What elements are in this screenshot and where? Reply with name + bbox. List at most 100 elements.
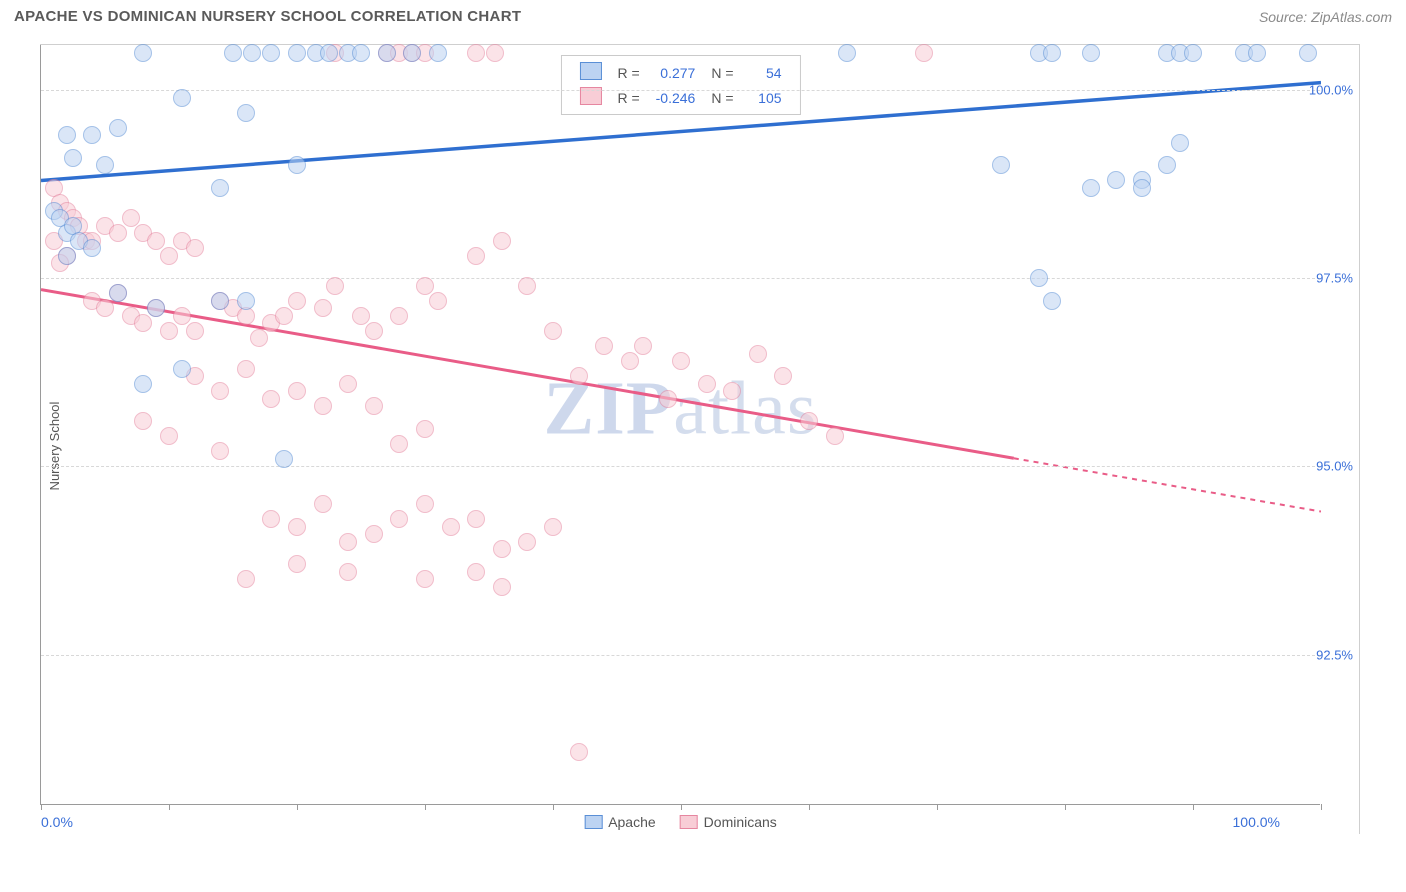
- point-dominicans: [544, 518, 562, 536]
- point-dominicans: [339, 533, 357, 551]
- point-apache: [237, 292, 255, 310]
- point-dominicans: [774, 367, 792, 385]
- point-dominicans: [416, 495, 434, 513]
- point-apache: [243, 44, 261, 62]
- point-dominicans: [160, 247, 178, 265]
- point-apache: [1043, 292, 1061, 310]
- point-dominicans: [621, 352, 639, 370]
- x-tick: [297, 804, 298, 810]
- point-dominicans: [365, 397, 383, 415]
- point-dominicans: [826, 427, 844, 445]
- legend-label: Dominicans: [704, 814, 777, 830]
- point-apache: [237, 104, 255, 122]
- y-tick-label: 92.5%: [1316, 647, 1353, 662]
- point-dominicans: [314, 397, 332, 415]
- chart-title: APACHE VS DOMINICAN NURSERY SCHOOL CORRE…: [14, 8, 521, 25]
- point-apache: [288, 44, 306, 62]
- x-tick: [553, 804, 554, 810]
- point-dominicans: [570, 743, 588, 761]
- point-dominicans: [723, 382, 741, 400]
- point-dominicans: [109, 224, 127, 242]
- point-dominicans: [365, 322, 383, 340]
- point-apache: [992, 156, 1010, 174]
- x-tick: [681, 804, 682, 810]
- point-apache: [1082, 179, 1100, 197]
- x-tick: [1193, 804, 1194, 810]
- point-dominicans: [467, 247, 485, 265]
- point-dominicans: [288, 292, 306, 310]
- legend-swatch-icon: [680, 815, 698, 829]
- legend-item-apache: Apache: [584, 814, 655, 830]
- point-dominicans: [186, 322, 204, 340]
- point-dominicans: [416, 277, 434, 295]
- point-apache: [58, 247, 76, 265]
- y-tick-label: 95.0%: [1316, 459, 1353, 474]
- point-apache: [58, 126, 76, 144]
- point-dominicans: [915, 44, 933, 62]
- point-dominicans: [390, 510, 408, 528]
- point-dominicans: [429, 292, 447, 310]
- point-dominicans: [486, 44, 504, 62]
- point-dominicans: [390, 435, 408, 453]
- point-apache: [1158, 156, 1176, 174]
- point-dominicans: [634, 337, 652, 355]
- point-dominicans: [314, 495, 332, 513]
- point-dominicans: [160, 322, 178, 340]
- point-apache: [352, 44, 370, 62]
- point-apache: [320, 44, 338, 62]
- y-tick-label: 97.5%: [1316, 271, 1353, 286]
- point-apache: [838, 44, 856, 62]
- legend-row: R =0.277N =54: [571, 60, 789, 85]
- trend-lines: [41, 45, 1321, 805]
- point-apache: [224, 44, 242, 62]
- point-dominicans: [122, 209, 140, 227]
- point-dominicans: [544, 322, 562, 340]
- legend-r-value: -0.246: [648, 85, 704, 110]
- point-dominicans: [698, 375, 716, 393]
- chart-area: ZIPatlas R =0.277N =54R =-0.246N =105 Ap…: [40, 44, 1360, 834]
- point-apache: [1030, 269, 1048, 287]
- point-dominicans: [326, 277, 344, 295]
- point-apache: [1171, 134, 1189, 152]
- point-apache: [83, 239, 101, 257]
- point-dominicans: [659, 390, 677, 408]
- point-dominicans: [134, 314, 152, 332]
- point-apache: [64, 149, 82, 167]
- point-dominicans: [262, 510, 280, 528]
- legend-r-label: R =: [609, 60, 647, 85]
- legend-series: Apache Dominicans: [584, 814, 777, 830]
- point-dominicans: [390, 307, 408, 325]
- point-apache: [211, 179, 229, 197]
- point-dominicans: [288, 382, 306, 400]
- legend-r-value: 0.277: [648, 60, 704, 85]
- point-dominicans: [339, 563, 357, 581]
- y-tick-label: 100.0%: [1309, 83, 1353, 98]
- point-dominicans: [237, 360, 255, 378]
- point-dominicans: [352, 307, 370, 325]
- point-dominicans: [314, 299, 332, 317]
- point-dominicans: [416, 420, 434, 438]
- point-dominicans: [275, 307, 293, 325]
- x-tick: [1321, 804, 1322, 810]
- point-dominicans: [442, 518, 460, 536]
- x-tick: [169, 804, 170, 810]
- legend-row: R =-0.246N =105: [571, 85, 789, 110]
- point-dominicans: [672, 352, 690, 370]
- point-dominicans: [467, 563, 485, 581]
- legend-n-value: 54: [742, 60, 790, 85]
- point-apache: [1107, 171, 1125, 189]
- legend-label: Apache: [608, 814, 655, 830]
- point-dominicans: [467, 44, 485, 62]
- point-dominicans: [416, 570, 434, 588]
- point-dominicans: [339, 375, 357, 393]
- point-dominicans: [288, 518, 306, 536]
- point-dominicans: [467, 510, 485, 528]
- point-apache: [109, 284, 127, 302]
- point-dominicans: [570, 367, 588, 385]
- plot-region: ZIPatlas R =0.277N =54R =-0.246N =105 Ap…: [40, 45, 1320, 805]
- x-tick: [41, 804, 42, 810]
- point-apache: [173, 360, 191, 378]
- point-dominicans: [237, 570, 255, 588]
- x-tick: [425, 804, 426, 810]
- gridline: [41, 278, 1320, 279]
